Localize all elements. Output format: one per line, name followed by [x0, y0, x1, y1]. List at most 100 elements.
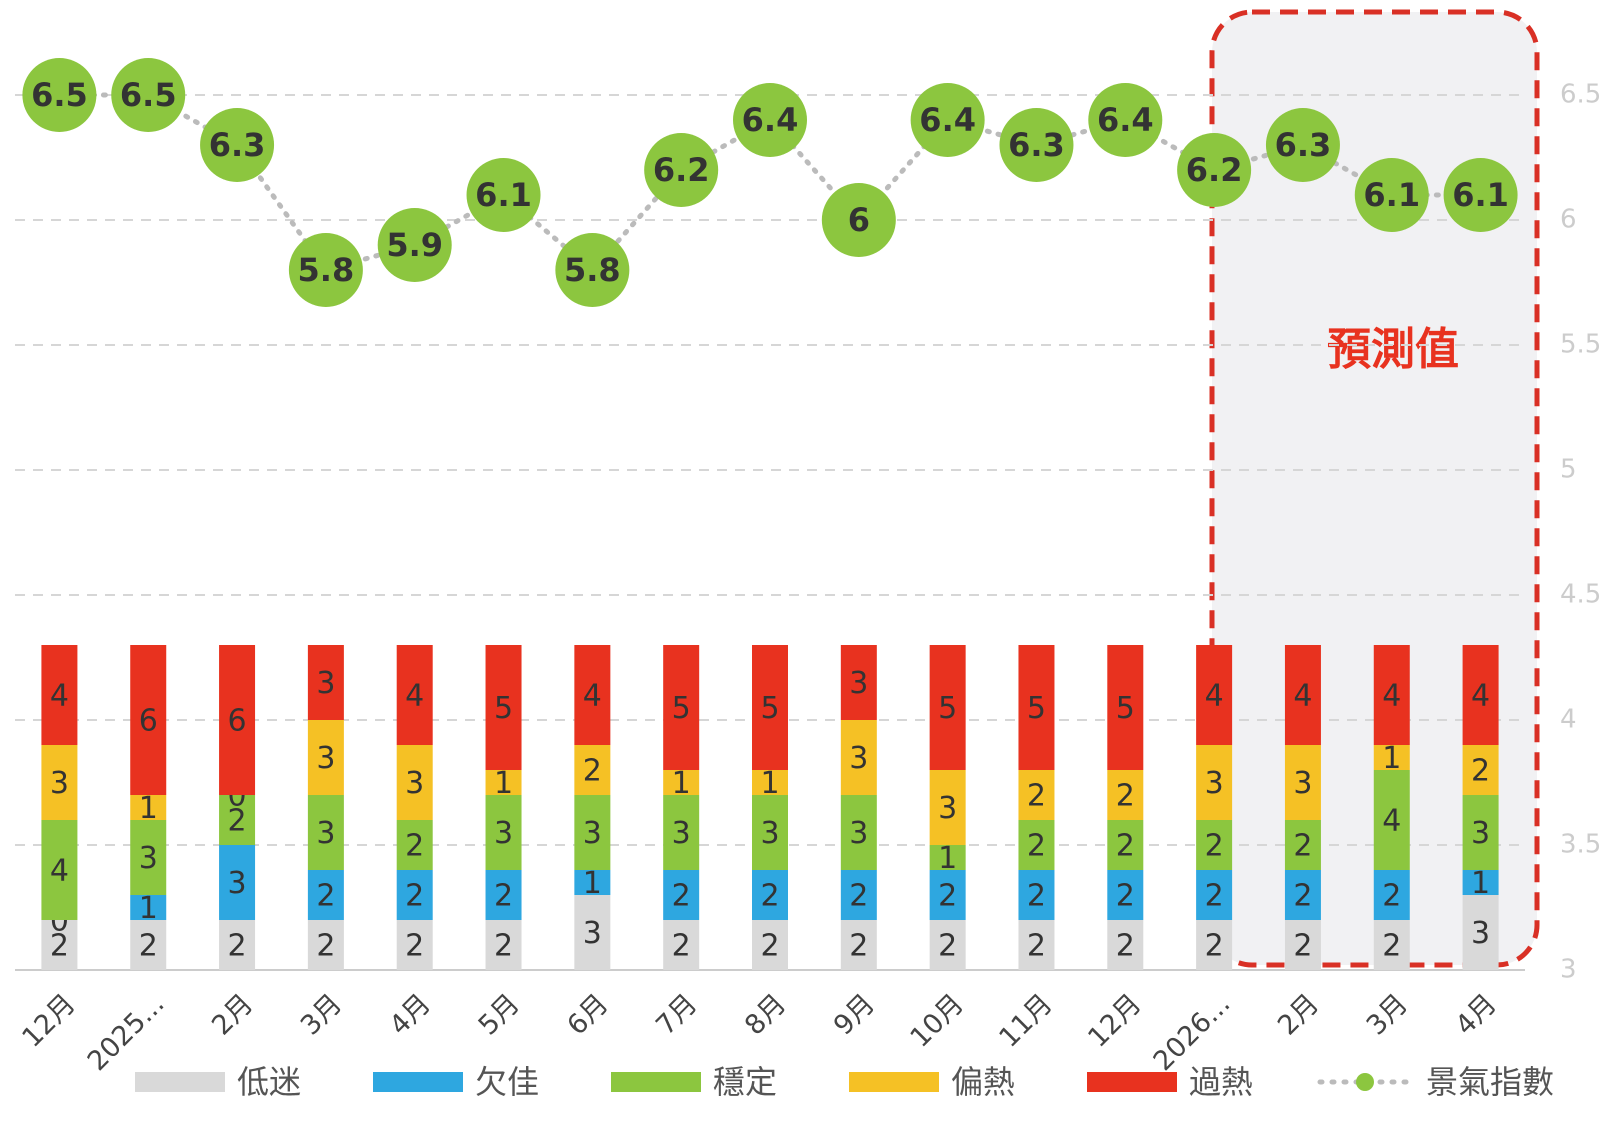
data-label: 4 [1293, 679, 1312, 714]
y2-tick-label: 3.5 [1560, 830, 1600, 860]
bar-segment [307, 720, 344, 795]
bar-segment [307, 920, 344, 970]
bar-segment [485, 645, 522, 770]
bar-segment [485, 920, 522, 970]
x-tick-label: 3月 [1361, 988, 1414, 1041]
bar-segment [1462, 795, 1499, 870]
data-label: 3 [1293, 766, 1312, 801]
bar-segment [840, 645, 877, 720]
data-label: 1 [938, 841, 957, 876]
data-label: 3 [583, 816, 602, 851]
data-label: 3 [760, 816, 779, 851]
bar-segment [1196, 820, 1233, 870]
legend-swatch [849, 1072, 939, 1092]
data-label: 2 [405, 829, 424, 864]
bar-segment [307, 645, 344, 720]
data-label: 3 [405, 766, 424, 801]
bar-segment [219, 845, 256, 920]
data-label: 2 [1027, 929, 1046, 964]
data-label: 2 [1116, 829, 1135, 864]
index-point [733, 83, 807, 157]
legend-marker [1356, 1073, 1374, 1091]
data-label: 3 [1205, 766, 1224, 801]
bar-segment [41, 645, 78, 745]
bar-segment [219, 795, 256, 845]
bar-segment [663, 645, 700, 770]
bar-segment [752, 770, 788, 795]
data-label: 2 [672, 879, 691, 914]
data-label: 3 [316, 816, 335, 851]
index-point [555, 233, 630, 307]
y2-tick-label: 3 [1560, 955, 1577, 985]
index-point [821, 183, 896, 257]
bar-segment [396, 745, 433, 820]
bar-segment [1284, 920, 1321, 970]
bar-segment [840, 920, 877, 970]
index-point [111, 58, 186, 132]
data-label: 5 [938, 691, 957, 726]
data-label: 3 [228, 866, 247, 901]
bar-segment [1107, 820, 1144, 870]
data-label: 6 [848, 201, 870, 239]
bar-segment [1373, 645, 1410, 745]
index-point [999, 108, 1074, 182]
data-label: 2 [1027, 829, 1046, 864]
bar-segment [929, 645, 966, 770]
index-point [1443, 158, 1518, 232]
data-label: 2 [672, 929, 691, 964]
bar-segment [130, 795, 167, 820]
bar-segment [929, 920, 966, 970]
data-label: 3 [316, 666, 335, 701]
bar-segment [752, 870, 788, 920]
bar-segment [219, 645, 256, 795]
bar-segment [130, 920, 167, 970]
bar-segment [1284, 870, 1321, 920]
bar-segment [929, 870, 966, 920]
bar-segment [663, 870, 700, 920]
index-point [377, 208, 452, 282]
data-label: 1 [494, 766, 513, 801]
data-label: 6.3 [1275, 126, 1332, 164]
bar-segment [1107, 870, 1144, 920]
bar-segment [663, 795, 700, 870]
data-label: 2 [1293, 879, 1312, 914]
index-point [1088, 83, 1163, 157]
bar-segment [396, 645, 433, 745]
bar-segment [130, 820, 167, 895]
data-label: 1 [672, 766, 691, 801]
data-label: 2 [849, 929, 868, 964]
data-label: 4 [50, 679, 69, 714]
data-label: 2 [1293, 829, 1312, 864]
bar-segment [1196, 870, 1233, 920]
data-label: 5 [672, 691, 691, 726]
bar-segment [396, 920, 433, 970]
data-label: 2 [228, 804, 247, 839]
legend-label: 過熱 [1189, 1063, 1253, 1101]
data-label: 2 [938, 929, 957, 964]
bar-segment [1018, 920, 1055, 970]
data-label: 5.9 [386, 226, 443, 264]
bar-segment [130, 645, 167, 795]
bar-segment [1373, 770, 1410, 870]
bar-segment [485, 870, 522, 920]
data-label: 6.1 [1363, 176, 1420, 214]
data-label: 2 [139, 929, 158, 964]
data-label: 5 [494, 691, 513, 726]
bar-segment [663, 920, 700, 970]
bar-segment [1196, 920, 1233, 970]
data-label: 3 [1471, 916, 1490, 951]
data-label: 1 [1382, 741, 1401, 776]
bar-segment [1462, 745, 1499, 795]
bar-segment [1018, 645, 1055, 770]
data-label: 2 [316, 879, 335, 914]
x-tick-label: 6月 [561, 988, 614, 1041]
data-label: 3 [1471, 816, 1490, 851]
bar-segment [41, 920, 78, 970]
legend-swatch [611, 1072, 701, 1092]
bar-segment [1196, 645, 1233, 745]
data-label: 4 [1205, 679, 1224, 714]
bar-segment [1107, 770, 1144, 820]
data-label: 2 [1116, 779, 1135, 814]
index-point [910, 83, 985, 157]
bar-segment [130, 895, 167, 920]
